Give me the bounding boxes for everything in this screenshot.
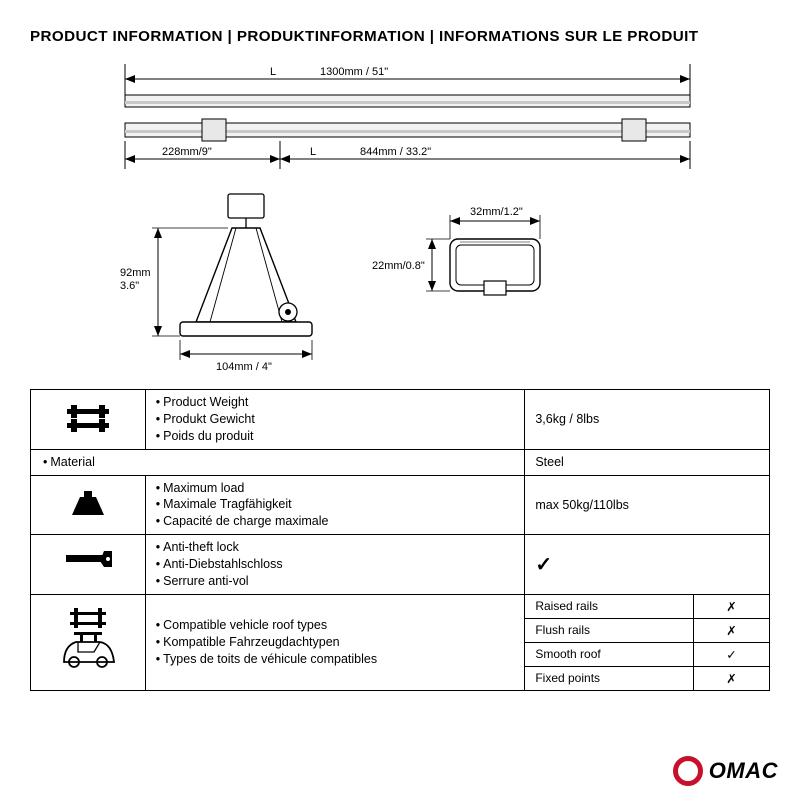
- svg-text:22mm/0.8": 22mm/0.8": [372, 260, 425, 272]
- compat-opt-1: Flush rails: [525, 618, 694, 642]
- spec-table: Product Weight Produkt Gewicht Poids du …: [30, 389, 770, 691]
- svg-text:3.6": 3.6": [120, 280, 139, 292]
- compat-opt-3: Fixed points: [525, 666, 694, 690]
- profile-detail: 32mm/1.2" 22mm/0.8": [372, 206, 540, 295]
- svg-text:228mm/9": 228mm/9": [162, 146, 212, 158]
- svg-text:1300mm / 51": 1300mm / 51": [320, 66, 388, 78]
- svg-text:92mm: 92mm: [120, 267, 151, 279]
- lock-icon: [31, 535, 146, 595]
- dim-inner-length: L 844mm / 33.2": [280, 141, 690, 169]
- page-title: PRODUCT INFORMATION | PRODUKTINFORMATION…: [0, 0, 800, 59]
- svg-text:L: L: [270, 66, 276, 78]
- logo-text: OMAC: [709, 758, 778, 784]
- foot-detail: 92mm 3.6" 104mm / 4": [120, 194, 312, 373]
- material-value: Steel: [525, 449, 770, 475]
- weight-labels: Product Weight Produkt Gewicht Poids du …: [145, 390, 525, 450]
- car-icon: [31, 594, 146, 690]
- svg-text:L: L: [310, 146, 316, 158]
- lock-value: ✓: [525, 535, 770, 595]
- maxload-value: max 50kg/110lbs: [525, 475, 770, 535]
- weight-icon: [31, 390, 146, 450]
- compat-opt-2: Smooth roof: [525, 642, 694, 666]
- compat-labels: Compatible vehicle roof types Kompatible…: [145, 594, 525, 690]
- svg-text:104mm / 4": 104mm / 4": [216, 361, 272, 373]
- brand-logo: OMAC: [673, 756, 778, 786]
- technical-diagram: L 1300mm / 51" 228mm/9" L 844mm / 33.2": [30, 59, 770, 379]
- svg-text:844mm / 33.2": 844mm / 33.2": [360, 146, 431, 158]
- logo-ring-icon: [673, 756, 703, 786]
- maxload-labels: Maximum load Maximale Tragfähigkeit Capa…: [145, 475, 525, 535]
- maxload-icon: [31, 475, 146, 535]
- svg-text:32mm/1.2": 32mm/1.2": [470, 206, 523, 218]
- dim-offset: 228mm/9": [125, 141, 280, 169]
- compat-opt-0: Raised rails: [525, 594, 694, 618]
- material-label: Material: [31, 449, 525, 475]
- weight-value: 3,6kg / 8lbs: [525, 390, 770, 450]
- dim-top-length: L 1300mm / 51": [125, 64, 690, 99]
- lock-labels: Anti-theft lock Anti-Diebstahlschloss Se…: [145, 535, 525, 595]
